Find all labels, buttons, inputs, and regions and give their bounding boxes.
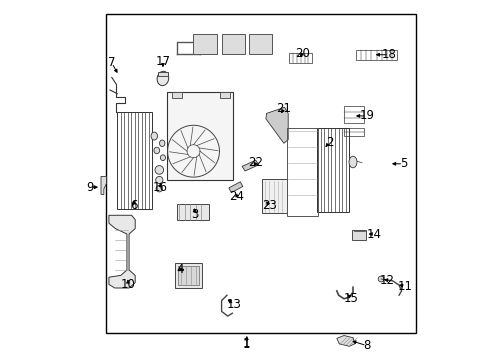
Text: 15: 15 — [344, 292, 359, 305]
Text: 1: 1 — [243, 337, 250, 350]
Text: 3: 3 — [191, 208, 198, 221]
Text: 11: 11 — [398, 280, 413, 293]
Text: 10: 10 — [121, 278, 135, 291]
Text: 22: 22 — [248, 156, 263, 169]
Polygon shape — [337, 336, 355, 346]
Polygon shape — [242, 160, 259, 171]
Bar — [356, 50, 397, 60]
Text: 23: 23 — [262, 199, 276, 212]
Text: 20: 20 — [295, 47, 310, 60]
Text: 18: 18 — [382, 48, 396, 61]
Text: 7: 7 — [108, 57, 116, 69]
Bar — [289, 53, 312, 63]
Polygon shape — [109, 215, 135, 288]
Bar — [175, 263, 202, 288]
Text: 12: 12 — [380, 274, 395, 287]
Circle shape — [156, 185, 163, 192]
Text: 2: 2 — [326, 136, 333, 149]
Ellipse shape — [160, 140, 165, 147]
Ellipse shape — [157, 71, 169, 86]
Circle shape — [155, 166, 164, 174]
Text: 1: 1 — [243, 338, 250, 351]
Bar — [352, 230, 366, 240]
Ellipse shape — [151, 132, 157, 140]
Text: 21: 21 — [276, 102, 292, 115]
Circle shape — [378, 276, 384, 282]
Bar — [220, 92, 230, 98]
Text: 5: 5 — [400, 157, 407, 170]
Text: 14: 14 — [367, 228, 381, 240]
Ellipse shape — [154, 147, 160, 154]
Ellipse shape — [160, 155, 166, 161]
Text: 8: 8 — [363, 339, 370, 352]
Bar — [344, 106, 364, 123]
Circle shape — [156, 176, 163, 184]
Ellipse shape — [349, 156, 357, 168]
Text: 19: 19 — [359, 109, 374, 122]
Text: 17: 17 — [155, 55, 171, 68]
Bar — [172, 92, 182, 98]
Polygon shape — [266, 107, 288, 143]
Bar — [117, 112, 152, 209]
Bar — [106, 14, 416, 333]
Polygon shape — [229, 182, 243, 193]
Text: 16: 16 — [153, 181, 168, 194]
Bar — [167, 92, 233, 180]
Text: 9: 9 — [86, 181, 94, 194]
Bar — [248, 34, 272, 54]
Bar — [221, 34, 245, 54]
Bar — [317, 128, 349, 212]
Bar — [176, 204, 209, 220]
Bar — [344, 128, 364, 136]
Bar — [288, 128, 318, 216]
Text: 4: 4 — [176, 263, 184, 276]
Bar — [178, 266, 199, 285]
Text: 24: 24 — [230, 190, 245, 203]
Polygon shape — [101, 176, 106, 194]
Text: 13: 13 — [227, 298, 242, 311]
Bar — [262, 179, 287, 213]
Text: 6: 6 — [130, 199, 138, 212]
Bar — [193, 34, 217, 54]
Bar — [158, 72, 168, 76]
